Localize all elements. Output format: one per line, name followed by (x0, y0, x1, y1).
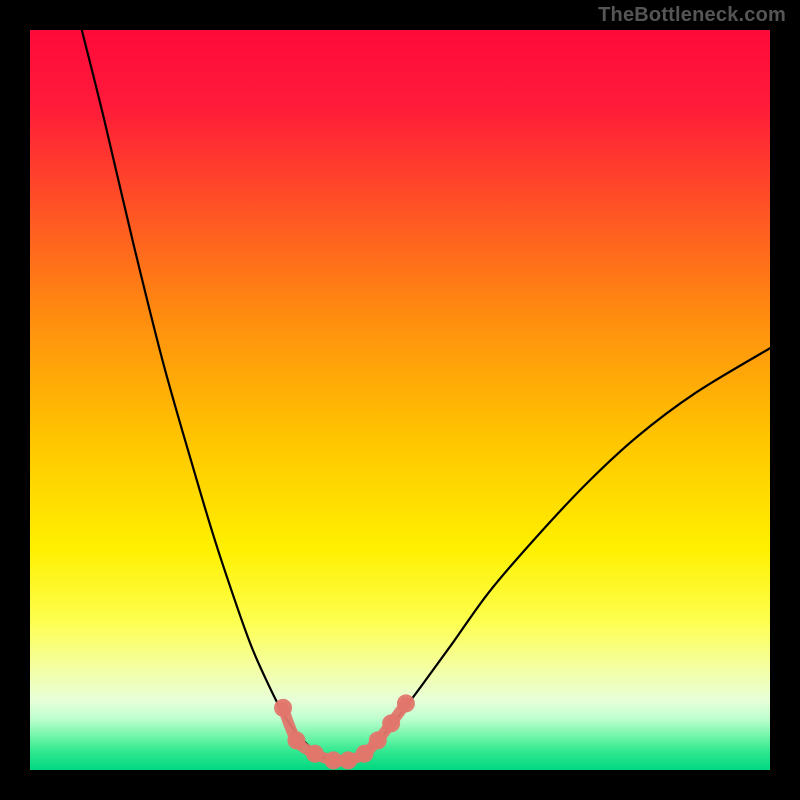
chart-svg-layer (30, 30, 770, 770)
marker-dot (369, 731, 387, 749)
marker-group (274, 694, 415, 769)
bottleneck-curve (82, 30, 770, 761)
marker-dot (306, 745, 324, 763)
marker-dot (382, 714, 400, 732)
chart-plot-area (30, 30, 770, 770)
marker-dot (339, 751, 357, 769)
watermark-text: TheBottleneck.com (598, 4, 786, 27)
marker-dot (397, 694, 415, 712)
marker-dot (274, 699, 292, 717)
marker-dot (355, 745, 373, 763)
marker-dot (287, 731, 305, 749)
